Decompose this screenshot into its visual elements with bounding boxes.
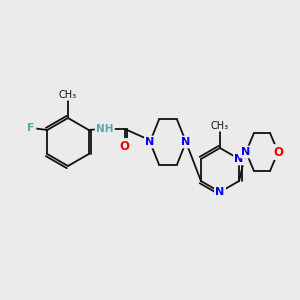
Text: N: N — [234, 154, 244, 164]
Text: N: N — [215, 187, 225, 197]
Text: N: N — [242, 147, 250, 157]
Text: NH: NH — [96, 124, 113, 134]
Text: O: O — [273, 146, 283, 158]
Text: N: N — [146, 137, 154, 147]
Text: CH₃: CH₃ — [59, 90, 77, 100]
Text: N: N — [182, 137, 190, 147]
Text: O: O — [120, 140, 130, 152]
Text: F: F — [28, 123, 35, 133]
Text: CH₃: CH₃ — [211, 121, 229, 131]
